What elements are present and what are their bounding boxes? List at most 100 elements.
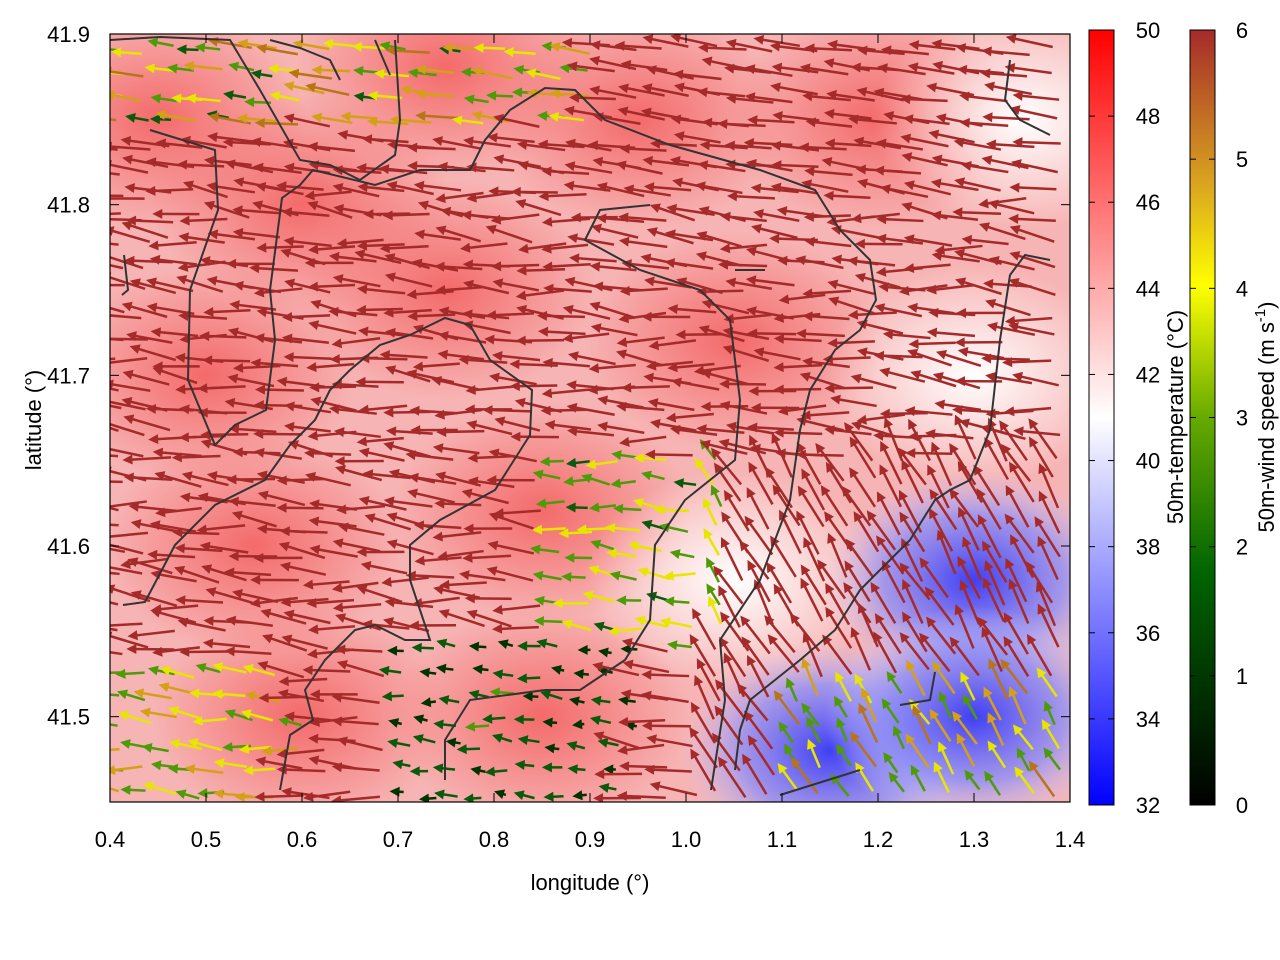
wind-vector	[110, 194, 124, 198]
wind-vector-head	[514, 759, 526, 770]
wind-vector-head	[825, 582, 835, 595]
wind-vector	[313, 385, 357, 389]
wind-vector-head	[799, 63, 811, 74]
wind-vector-head	[1003, 612, 1014, 624]
wind-vector-head	[747, 422, 758, 433]
wind-vector-head	[824, 511, 834, 523]
wind-vector	[806, 94, 852, 102]
wind-vector	[287, 115, 331, 128]
wind-vector-head	[228, 424, 240, 435]
wind-vector-head	[407, 142, 418, 153]
wind-vector	[798, 488, 825, 528]
wind-vector	[308, 474, 352, 487]
wind-vector	[308, 190, 352, 198]
wind-vector	[387, 499, 433, 508]
wind-vector-head	[254, 118, 265, 129]
wind-vector	[594, 325, 638, 337]
wind-vector-head	[184, 764, 196, 774]
wind-vector-head	[197, 788, 208, 799]
wind-vector-head	[908, 338, 919, 349]
wind-vector	[110, 228, 151, 244]
wind-vector	[964, 163, 1009, 174]
wind-vector-head	[978, 222, 990, 232]
wind-vector-head	[390, 114, 401, 125]
contour-line-1	[149, 86, 878, 791]
wind-vector-head	[615, 349, 627, 360]
wind-vector-head	[856, 347, 868, 358]
wind-vector	[907, 236, 953, 247]
wind-vector-head	[873, 631, 883, 643]
wind-vector	[545, 243, 589, 251]
wind-vector	[827, 194, 871, 200]
wind-vector-head	[619, 285, 630, 296]
wind-vector-head	[304, 257, 315, 268]
wind-vector-head	[419, 667, 430, 678]
wind-vector-head	[486, 90, 497, 101]
wind-vector-head	[802, 311, 813, 322]
wind-vector-head	[952, 711, 963, 723]
wind-vector	[850, 439, 877, 479]
wind-vector-head	[640, 107, 652, 118]
wind-vector-head	[367, 90, 378, 101]
wind-vector-head	[981, 46, 992, 57]
wind-vector-head	[146, 277, 157, 288]
wind-vector-head	[149, 254, 161, 265]
wind-vector	[741, 617, 771, 655]
plot-area: 0.4 0.5 0.6 0.7 0.8 0.9 1.0 1.1 1.2 1.3 1.4 41.541…	[47, 22, 1085, 852]
wind-vector-head	[212, 688, 223, 699]
wind-vector	[546, 361, 591, 368]
wind-vector-head	[276, 502, 287, 513]
wind-vector	[232, 427, 277, 434]
wind-vector	[729, 41, 773, 53]
wind-vector-head	[717, 119, 728, 130]
wind-vector-head	[192, 716, 203, 727]
wind-vector-head	[228, 551, 239, 562]
wind-vector-head	[824, 425, 835, 436]
wind-vector-head	[353, 91, 365, 102]
wind-vector	[497, 418, 541, 432]
wind-vector-head	[110, 226, 115, 236]
wind-vector	[939, 351, 982, 367]
wind-vector-head	[876, 491, 887, 503]
wind-vector	[180, 163, 225, 168]
wind-vector	[831, 340, 876, 345]
wind-vector	[282, 543, 326, 560]
wind-vector	[960, 582, 981, 625]
wind-vector-head	[984, 81, 995, 92]
wind-vector-head	[407, 311, 418, 322]
wind-vector	[1010, 537, 1035, 579]
wind-vector	[1009, 689, 1027, 725]
wind-vector-head	[649, 781, 661, 792]
wind-vector-head	[901, 578, 912, 591]
wind-vector	[986, 115, 1030, 121]
wind-vector	[340, 238, 384, 245]
wind-vector-head	[360, 560, 372, 571]
wind-vector-head	[331, 692, 343, 703]
wind-vector	[257, 450, 302, 460]
wind-vector-head	[182, 180, 195, 191]
wind-vector-head	[497, 639, 509, 650]
wind-vector-head	[596, 213, 607, 224]
wind-vector	[282, 677, 328, 683]
colorbar-tick-label: 4	[1236, 276, 1248, 301]
wind-vector	[622, 215, 667, 222]
wind-vector-head	[128, 501, 140, 512]
wind-vector-head	[1009, 461, 1019, 473]
wind-vector-head	[551, 664, 562, 675]
wind-vector-head	[249, 263, 260, 274]
wind-vector-head	[801, 702, 812, 714]
wind-vector	[313, 547, 358, 558]
wind-vector-head	[985, 372, 996, 382]
wind-vector-head	[179, 492, 191, 503]
wind-vector	[985, 563, 1006, 606]
wind-vector-head	[256, 242, 267, 253]
wind-vector-head	[750, 402, 761, 413]
wind-vector	[937, 532, 957, 575]
wind-vector-head	[741, 636, 752, 648]
wind-vector-head	[960, 671, 970, 683]
wind-vector-head	[724, 63, 735, 74]
wind-vector-head	[461, 488, 473, 499]
wind-vector	[334, 795, 381, 802]
wind-vector	[907, 263, 951, 270]
wind-vector-head	[276, 376, 288, 387]
